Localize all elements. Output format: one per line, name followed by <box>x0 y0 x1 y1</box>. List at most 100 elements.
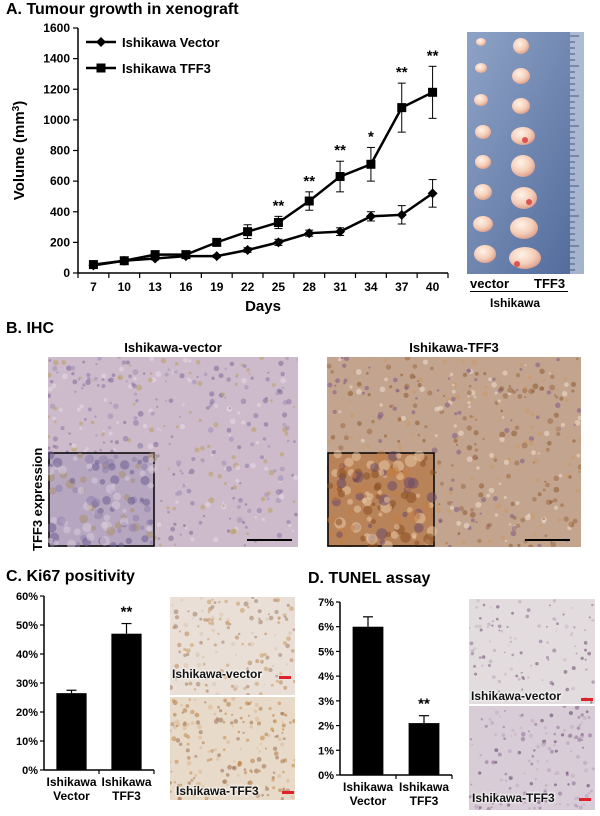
tissue-texture-dot <box>182 725 188 731</box>
significance-mark: ** <box>121 604 133 621</box>
tissue-texture-dot <box>553 505 558 510</box>
tissue-texture-dot <box>187 359 192 363</box>
tissue-texture-dot <box>577 715 581 719</box>
tissue-texture-dot <box>519 367 523 371</box>
tissue-texture-dot <box>523 772 526 775</box>
tissue-texture-dot <box>482 391 489 398</box>
tissue-texture-dot <box>258 706 263 711</box>
tissue-texture-dot <box>244 525 248 529</box>
tissue-texture-dot <box>367 393 371 397</box>
tissue-texture-dot <box>508 384 512 388</box>
tissue-texture-dot <box>488 640 492 643</box>
tissue-texture-dot <box>235 375 238 378</box>
tissue-texture-dot <box>228 790 231 793</box>
tissue-texture-dot <box>282 737 286 741</box>
tissue-texture-dot <box>478 616 482 620</box>
tissue-texture-dot <box>175 738 181 743</box>
tissue-texture-dot <box>518 600 522 604</box>
tissue-texture-dot <box>413 450 425 462</box>
tissue-texture-dot <box>172 712 177 717</box>
tissue-texture-dot <box>362 472 371 480</box>
tissue-texture-dot <box>202 514 206 518</box>
tissue-texture-dot <box>192 794 196 797</box>
tissue-texture-dot <box>338 410 342 414</box>
y-tick-label: 60% <box>16 591 38 603</box>
photo-label-tff3: TFF3 <box>534 276 566 291</box>
tissue-texture-dot <box>560 503 565 508</box>
tissue-texture-dot <box>509 514 515 519</box>
tissue-texture-dot <box>469 398 473 402</box>
tissue-texture-dot <box>264 747 268 750</box>
tissue-texture-dot <box>211 449 216 455</box>
tissue-texture-dot <box>275 392 279 396</box>
tissue-texture-dot <box>535 478 540 483</box>
tissue-texture-dot <box>225 621 231 626</box>
tissue-texture-dot <box>475 606 478 609</box>
y-axis-label-superscript: 3 <box>11 105 22 111</box>
tissue-texture-dot <box>388 467 395 474</box>
tissue-texture-dot <box>83 449 87 453</box>
tissue-texture-dot <box>237 445 242 450</box>
tissue-texture-dot <box>497 399 501 403</box>
tissue-texture-dot <box>336 478 347 489</box>
tissue-texture-dot <box>55 484 63 493</box>
tissue-texture-dot <box>265 377 270 382</box>
tissue-texture-dot <box>531 450 536 456</box>
tissue-texture-dot <box>453 424 457 428</box>
tissue-texture-dot <box>511 611 514 615</box>
tissue-texture-dot <box>278 737 282 741</box>
tissue-texture-dot <box>438 503 441 506</box>
tissue-texture-dot <box>217 753 221 758</box>
tissue-texture-dot <box>108 426 112 430</box>
tumour <box>474 245 496 263</box>
tissue-texture-dot <box>246 693 250 695</box>
tissue-texture-dot <box>364 483 371 491</box>
tissue-texture-dot <box>484 724 488 728</box>
tissue-texture-dot <box>197 769 203 774</box>
tissue-texture-dot <box>528 544 534 547</box>
tissue-texture-dot <box>554 426 561 433</box>
tissue-texture-dot <box>470 477 474 481</box>
tissue-texture-dot <box>101 432 105 437</box>
tissue-texture-dot <box>263 459 268 464</box>
tissue-texture-dot <box>330 435 336 440</box>
tissue-texture-dot <box>483 372 487 376</box>
tissue-texture-dot <box>198 735 202 740</box>
y-tick-label: 6% <box>318 622 334 634</box>
tissue-texture-dot <box>570 455 575 460</box>
tissue-texture-dot <box>265 655 270 660</box>
tissue-texture-dot <box>170 770 173 773</box>
tissue-texture-dot <box>478 624 482 629</box>
tissue-texture-dot <box>515 444 521 449</box>
tissue-texture-dot <box>474 371 479 376</box>
tissue-texture-dot <box>365 444 371 449</box>
tissue-texture-dot <box>243 768 247 771</box>
tissue-texture-dot <box>208 497 215 504</box>
tissue-texture-dot <box>211 598 214 601</box>
tissue-texture-dot <box>185 790 188 793</box>
x-tick-label: 37 <box>395 280 409 294</box>
tissue-texture-dot <box>478 492 484 498</box>
tissue-texture-dot <box>117 528 122 534</box>
tissue-texture-dot <box>52 366 58 371</box>
tissue-texture-dot <box>243 770 248 775</box>
tissue-texture-dot <box>541 742 546 747</box>
tissue-texture-dot <box>272 786 276 790</box>
tissue-texture-dot <box>226 529 231 533</box>
tissue-texture-dot <box>584 768 589 773</box>
tissue-texture-dot <box>191 617 195 620</box>
tissue-texture-dot <box>509 667 514 671</box>
tissue-texture-dot <box>247 702 251 706</box>
tissue-texture-dot <box>281 386 285 390</box>
tissue-texture-dot <box>426 492 437 503</box>
tissue-texture-dot <box>543 726 547 730</box>
data-point-tff3 <box>335 172 345 182</box>
tissue-texture-dot <box>82 383 86 387</box>
tissue-texture-dot <box>422 439 426 443</box>
tissue-texture-dot <box>377 489 382 495</box>
tissue-texture-dot <box>424 425 428 429</box>
tissue-texture-dot <box>435 507 442 513</box>
tissue-texture-dot <box>218 717 224 723</box>
tumour <box>474 184 492 200</box>
tissue-texture-dot <box>504 699 508 702</box>
